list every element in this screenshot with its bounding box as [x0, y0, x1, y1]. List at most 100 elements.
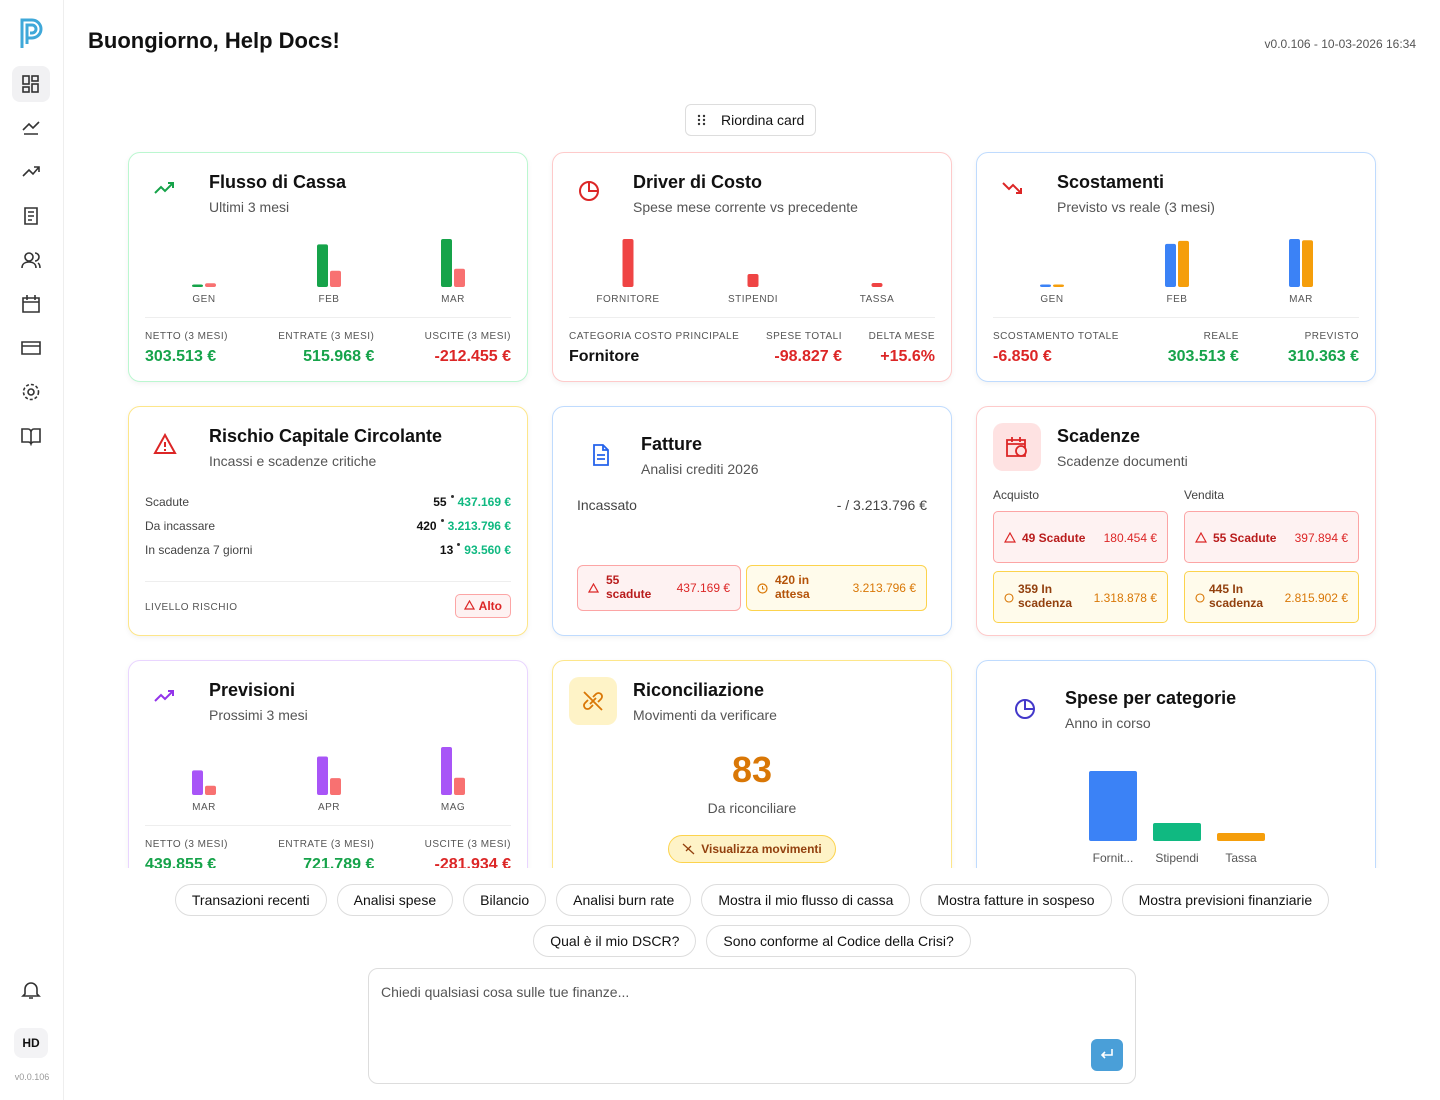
suggestion-chip[interactable]: Bilancio [463, 884, 547, 916]
category-label: Stipendi [1155, 851, 1198, 865]
suggestion-chip[interactable]: Transazioni recenti [174, 884, 327, 916]
category-label: FORNITORE [596, 294, 659, 305]
categories-card[interactable]: Spese per categorie Anno in corso Fornit… [976, 660, 1376, 868]
stat-value: 721.789 € [303, 856, 375, 868]
nav-flow[interactable] [12, 110, 50, 146]
stat-label: ENTRATE (3 MESI) [278, 839, 375, 850]
category-label: FEB [319, 294, 340, 305]
risk-amount: 3.213.796 € [447, 519, 511, 533]
column-heading: Vendita [1184, 488, 1225, 502]
deadlines-card[interactable]: Scadenze Scadenze documenti Acquisto 49 S… [976, 406, 1376, 636]
risk-level-label: LIVELLO RISCHIO [145, 602, 238, 613]
suggestion-chip[interactable]: Mostra il mio flusso di cassa [701, 884, 911, 916]
sidebar-version: v0.0.106 [14, 1072, 50, 1082]
bar [1089, 771, 1137, 841]
overdue-amount: 180.454 € [1103, 531, 1157, 545]
nav-settings[interactable] [12, 374, 50, 410]
bar [441, 239, 452, 287]
separator-dot [440, 519, 444, 522]
nav-trend[interactable] [12, 154, 50, 190]
stat: DELTA MESE +15.6% [869, 331, 935, 366]
stat-label: PREVISTO [1304, 331, 1359, 342]
stat-value: 310.363 € [1287, 348, 1359, 365]
stat: NETTO (3 MESI) 303.513 € [145, 331, 228, 366]
invoices-card[interactable]: Fatture Analisi crediti 2026 Incassato -… [552, 406, 952, 636]
card-subtitle: Analisi crediti 2026 [641, 461, 759, 477]
stat: PREVISTO 310.363 € [1288, 331, 1359, 366]
icon [569, 677, 617, 725]
card-subtitle: Anno in corso [1065, 715, 1151, 731]
stat-value: -212.455 € [434, 348, 511, 365]
card-title: Driver di Costo [633, 172, 763, 192]
nav-dashboard[interactable] [12, 66, 50, 102]
nav-docs[interactable] [12, 198, 50, 234]
send-button[interactable] [1091, 1039, 1123, 1071]
due-count: 359 In scadenza [1018, 582, 1073, 610]
risk-card[interactable]: Rischio Capitale Circolante Incassi e sc… [128, 406, 528, 636]
icon [1015, 699, 1035, 719]
nav-users[interactable] [12, 242, 50, 278]
due-amount: 1.318.878 € [1093, 591, 1157, 605]
due-amount: 2.815.902 € [1284, 591, 1348, 605]
due-box: 445 In scadenza 2.815.902 € [1184, 571, 1359, 623]
risk-count: 13 [439, 543, 454, 557]
bar [747, 273, 759, 287]
reconciliation-label: Da riconciliare [707, 800, 797, 816]
stat-value: -6.850 € [993, 348, 1052, 365]
stat: ENTRATE (3 MESI) 515.968 € [278, 331, 374, 366]
nav-calendar[interactable] [12, 286, 50, 322]
bar [1302, 240, 1313, 287]
notifications[interactable] [12, 972, 50, 1008]
card-subtitle: Incassi e scadenze critiche [209, 453, 377, 469]
stat-value: -281.934 € [434, 856, 511, 868]
risk-count: 55 [433, 495, 447, 509]
suggestion-chip[interactable]: Qual è il mio DSCR? [533, 925, 697, 957]
reconciliation-card[interactable]: Riconciliazione Movimenti da verificare … [552, 660, 952, 868]
stat: USCITE (3 MESI) -212.455 € [425, 331, 511, 366]
cost-driver-card[interactable]: Driver di Costo Spese mese corrente vs p… [552, 152, 952, 382]
risk-level-value: Alto [478, 599, 502, 613]
stat-label: SPESE TOTALI [765, 331, 842, 342]
collected-label: Incassato [577, 497, 637, 513]
column-heading: Acquisto [993, 488, 1040, 502]
stat: NETTO (3 MESI) 439.855 € [145, 839, 228, 868]
stat-value: +15.6% [880, 348, 935, 365]
stat: CATEGORIA COSTO PRINCIPALE Fornitore [569, 331, 739, 366]
risk-label: Da incassare [145, 519, 216, 533]
category-label: Tassa [1225, 851, 1257, 865]
separator-dot [450, 495, 454, 498]
bar [871, 283, 883, 287]
stat-label: NETTO (3 MESI) [145, 331, 228, 342]
due-count: 445 In scadenza [1209, 582, 1264, 610]
bar [317, 756, 328, 795]
category-label: GEN [192, 294, 215, 305]
bar [1178, 240, 1189, 287]
bar [330, 778, 341, 795]
separator-dot [457, 543, 461, 546]
bar [454, 268, 465, 287]
view-movements-button[interactable]: Visualizza movimenti [668, 835, 836, 863]
reorder-label: Riordina card [721, 112, 805, 128]
category-label: STIPENDI [728, 294, 778, 305]
forecast-card[interactable]: Previsioni Prossimi 3 mesi MAR APR MAG NET… [128, 660, 528, 868]
suggestion-chip[interactable]: Sono conforme al Codice della Crisi? [706, 925, 971, 957]
mini-chart: GEN FEB MAR [192, 239, 465, 305]
variance-card[interactable]: Scostamenti Previsto vs reale (3 mesi) G… [976, 152, 1376, 382]
suggestion-chip[interactable]: Analisi burn rate [556, 884, 692, 916]
suggestion-chip[interactable]: Analisi spese [336, 884, 454, 916]
reorder-button[interactable]: Riordina card [685, 104, 817, 136]
suggestion-chip[interactable]: Mostra previsioni finanziarie [1121, 884, 1330, 916]
bar [1153, 823, 1201, 841]
card-subtitle: Movimenti da verificare [633, 707, 777, 723]
nav-guide[interactable] [12, 418, 50, 454]
chat-input[interactable]: Chiedi qualsiasi cosa sulle tue finanze.… [368, 968, 1136, 1084]
nav-card[interactable] [12, 330, 50, 366]
card-title: Fatture [641, 434, 703, 454]
suggestion-chip[interactable]: Mostra fatture in sospeso [920, 884, 1112, 916]
cash-flow-card[interactable]: Flusso di Cassa Ultimi 3 mesi GEN FEB MAR … [128, 152, 528, 382]
bar [330, 270, 341, 287]
reconciliation-count: 83 [731, 749, 773, 790]
risk-amount: 437.169 € [457, 495, 511, 509]
avatar[interactable]: HD [14, 1028, 48, 1058]
overdue-count: 49 Scadute [1022, 531, 1086, 545]
